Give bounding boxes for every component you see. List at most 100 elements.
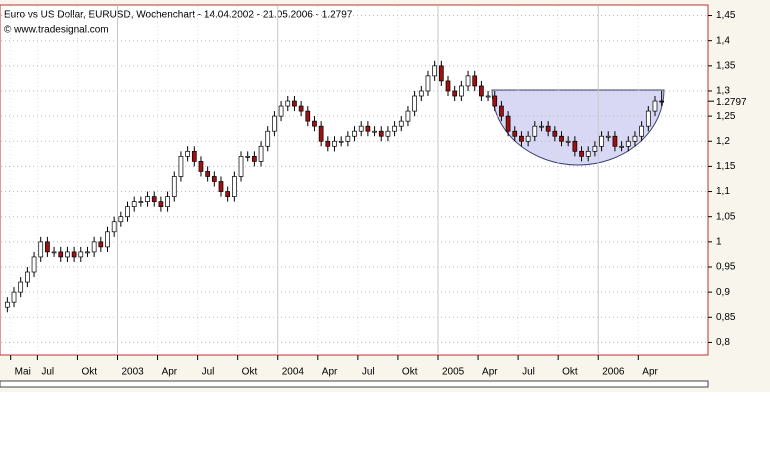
candle-body — [151, 196, 157, 202]
candle-body — [252, 156, 257, 162]
y-tick-label: 0,95 — [716, 262, 736, 273]
y-tick-label: 0,85 — [716, 312, 736, 323]
candle-body — [592, 145, 598, 152]
candle-body — [178, 156, 184, 177]
candle-body — [98, 241, 104, 248]
scrollbar — [0, 380, 709, 388]
chart-title: Euro vs US Dollar, EURUSD, Wochenchart -… — [4, 10, 353, 21]
candle-body — [158, 201, 164, 207]
candle-body — [612, 135, 618, 147]
candle-body — [405, 110, 411, 122]
candle-body — [312, 120, 317, 127]
candle-body — [285, 100, 291, 107]
candle-body — [345, 135, 351, 142]
y-tick-label: 1,25 — [716, 111, 736, 122]
candle-body — [231, 176, 237, 197]
candle-body — [445, 80, 451, 92]
y-tick-label: 1,3 — [716, 86, 730, 97]
candle-body — [45, 241, 50, 253]
candle-body — [305, 110, 311, 122]
candle-body — [432, 65, 438, 77]
candle-body — [519, 135, 524, 142]
candle-body — [652, 100, 658, 112]
x-tick-label: 2004 — [282, 367, 305, 378]
candle-body — [298, 105, 304, 112]
candle-body — [579, 150, 584, 157]
candle-body — [332, 140, 337, 147]
candle-body — [452, 90, 458, 97]
candle-body — [325, 140, 331, 147]
candle-body — [659, 100, 665, 103]
y-tick-label: 1,1 — [716, 186, 730, 197]
candle-body — [378, 130, 384, 137]
candle-body — [78, 251, 84, 258]
candle-body — [145, 196, 150, 202]
candle-body — [632, 135, 638, 142]
candle-body — [205, 171, 210, 177]
x-tick-label: Mai — [15, 367, 31, 378]
x-tick-label: 2003 — [122, 367, 145, 378]
candle-body — [18, 281, 24, 293]
candle-body — [131, 201, 137, 207]
candle-body — [105, 231, 110, 248]
candle-body — [238, 156, 244, 177]
candle-body — [85, 251, 90, 254]
candle-body — [198, 161, 204, 172]
y-tick-label: 1,05 — [716, 211, 736, 222]
candle-body — [532, 125, 538, 137]
candle-body — [385, 130, 391, 137]
candle-body — [465, 75, 471, 87]
candle-body — [25, 271, 30, 283]
candle-body — [118, 216, 124, 223]
candle-body — [31, 256, 37, 273]
y-tick-label: 0,9 — [716, 287, 730, 298]
candle-body — [525, 135, 531, 142]
candle-body — [338, 140, 344, 143]
y-tick-label: 0,8 — [716, 337, 730, 348]
candle-body — [185, 150, 190, 157]
candle-body — [211, 176, 217, 182]
y-tick-label: 1,4 — [716, 35, 730, 46]
candle-body — [639, 125, 644, 137]
candle-body — [265, 130, 271, 147]
candle-body — [425, 75, 431, 92]
candle-body — [472, 75, 478, 87]
chart-subtitle: © www.tradesignal.com — [4, 25, 109, 36]
x-tick-label: Okt — [242, 367, 258, 378]
candle-body — [71, 251, 77, 258]
candle-body — [365, 125, 371, 132]
candle-body — [245, 156, 251, 158]
candle-body — [318, 125, 324, 142]
x-tick-label: 2005 — [442, 367, 465, 378]
candle-body — [218, 181, 224, 192]
candle-body — [492, 95, 498, 107]
candle-body — [358, 125, 364, 132]
candle-body — [512, 130, 518, 137]
candle-body — [272, 115, 277, 132]
y-tick-label: 1,15 — [716, 161, 736, 172]
candle-body — [398, 120, 404, 127]
candle-body — [438, 65, 444, 82]
x-tick-label: Apr — [482, 367, 498, 378]
x-tick-label: Okt — [562, 367, 578, 378]
candle-body — [552, 130, 558, 137]
candle-body — [605, 135, 611, 138]
x-tick-label: Okt — [81, 367, 97, 378]
candle-body — [572, 140, 578, 152]
x-tick-label: Jul — [522, 367, 535, 378]
candle-body — [91, 241, 97, 253]
x-tick-label: 2006 — [602, 367, 625, 378]
candle-body — [51, 251, 57, 254]
candle-body — [412, 95, 417, 112]
x-tick-label: Jul — [41, 367, 54, 378]
candle-body — [278, 105, 284, 117]
candle-body — [625, 140, 631, 147]
candle-body — [292, 100, 297, 107]
candle-body — [505, 115, 511, 132]
plot-area — [0, 4, 709, 356]
candle-body — [545, 125, 551, 132]
candle-body — [645, 110, 651, 127]
candle-body — [539, 125, 544, 128]
candle-body — [479, 85, 484, 97]
